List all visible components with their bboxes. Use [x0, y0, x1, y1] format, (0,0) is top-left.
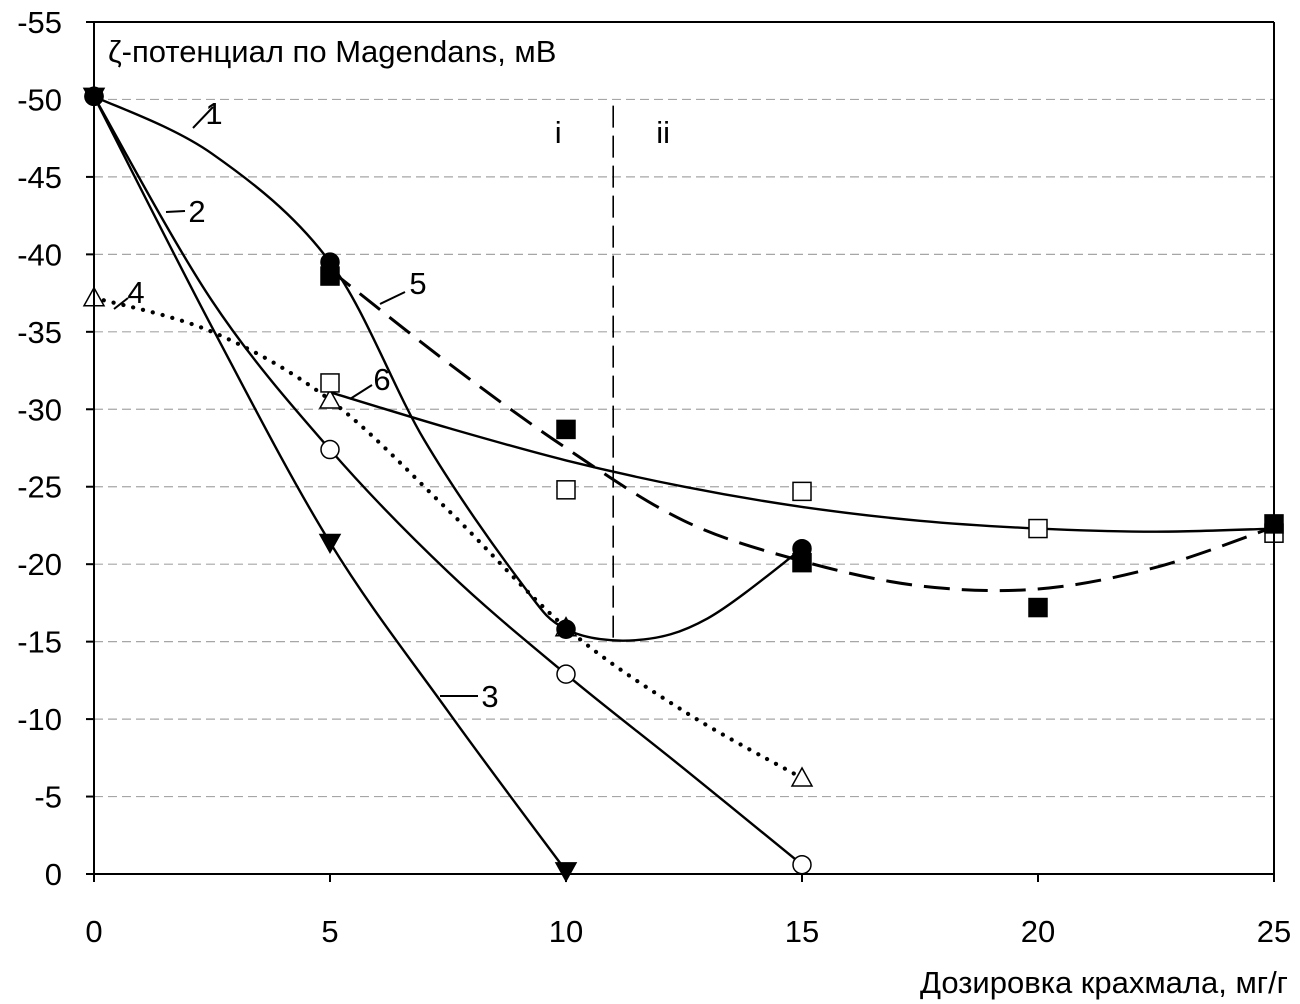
series-1-line [93, 95, 803, 642]
region-label-ii: ii [656, 115, 670, 150]
y-tick-label: -20 [17, 547, 62, 582]
x-tick-label: 10 [549, 914, 583, 949]
series-1-point [556, 619, 576, 639]
series-2-line [92, 95, 803, 866]
series-2-point [556, 664, 576, 684]
series-3-label: 3 [481, 679, 498, 714]
x-tick-label: 25 [1257, 914, 1291, 949]
region-label-i: i [555, 115, 562, 150]
series-4-leader [113, 297, 129, 310]
y-tick-label: -10 [17, 702, 62, 737]
series-1-point [792, 538, 812, 559]
y-tick-label: -55 [17, 5, 62, 40]
y-tick-label: -40 [17, 237, 62, 272]
series-3-point [554, 862, 578, 883]
series-6-point [320, 373, 340, 393]
y-tick-label: -30 [17, 392, 62, 427]
series-2-point [320, 439, 340, 460]
y-tick-label: 0 [45, 857, 62, 892]
y-tick-label: -35 [17, 315, 62, 350]
plot-background [94, 22, 1274, 874]
series-4-point [790, 766, 814, 787]
x-tick-label: 15 [785, 914, 819, 949]
series-3-point [318, 533, 342, 555]
plot-frame [86, 21, 1275, 882]
series-6-line [329, 391, 1275, 533]
series-6-point [556, 480, 576, 500]
y-tick-label: -5 [34, 780, 62, 815]
series-5-point [1028, 597, 1048, 618]
series-2-point [792, 854, 812, 875]
y-tick-label: -45 [17, 160, 62, 195]
y-tick-label: -50 [17, 82, 62, 117]
y-tick-label: -15 [17, 625, 62, 660]
y-axis-title: ζ-потенциал по Magendans, мВ [108, 34, 556, 69]
y-tick-label: -25 [17, 470, 62, 505]
series-1-point [320, 252, 340, 272]
series-5-label: 5 [409, 266, 426, 301]
series-2-leader [165, 210, 186, 213]
series-1-leader [192, 106, 214, 129]
series-4-point [318, 388, 342, 409]
annotations: ζ-потенциал по Magendans, мВ Дозировка кр… [108, 34, 1288, 1000]
tick-labels: 0-5-10-15-20-25-30-35-40-45-50-550 5 10 15 2… [17, 5, 1291, 949]
x-axis-title: Дозировка крахмала, мг/г [920, 965, 1288, 1000]
x-tick-label: 20 [1021, 914, 1055, 949]
series-2-label: 2 [188, 194, 205, 229]
series-6-label: 6 [373, 362, 390, 397]
series-6-point [1028, 518, 1048, 539]
series-4-label: 4 [127, 275, 144, 310]
x-tick-label: 0 [85, 914, 102, 949]
series-5-leader [379, 291, 406, 305]
series-6-leader [349, 384, 373, 400]
series-1-label: 1 [205, 96, 222, 131]
series-5-line [329, 268, 1275, 593]
series-4-line [91, 295, 805, 781]
x-tick-label: 5 [321, 914, 338, 949]
series-6-point [792, 481, 812, 502]
series-5-point [556, 419, 576, 440]
